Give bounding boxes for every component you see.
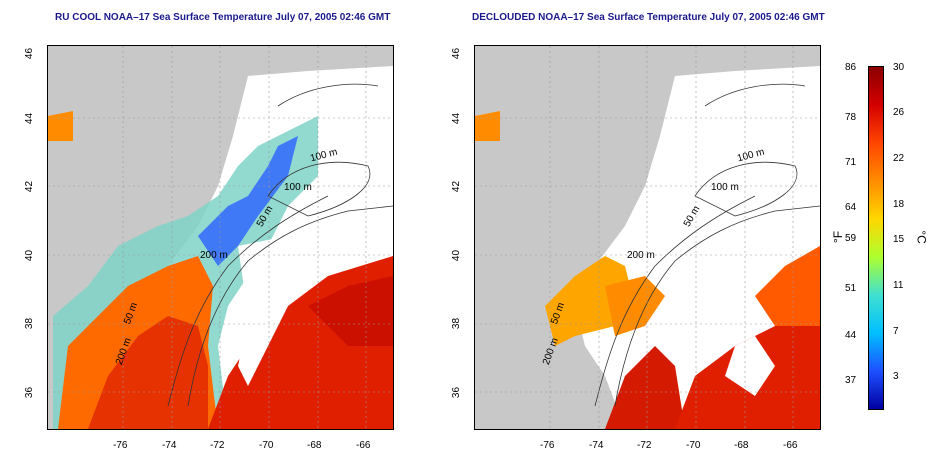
y-tick: 44 — [24, 112, 36, 125]
fahrenheit-tick: 44 — [845, 330, 857, 341]
celsius-tick: 3 — [893, 371, 899, 382]
y-tick: 38 — [451, 317, 463, 330]
x-tick: -76 — [540, 440, 555, 451]
fahrenheit-tick: 51 — [845, 283, 857, 294]
x-tick: -70 — [686, 440, 701, 451]
celsius-unit: °C — [914, 230, 929, 244]
celsius-tick: 30 — [893, 62, 905, 73]
y-tick: 40 — [24, 249, 36, 262]
left-map-graphic — [48, 46, 393, 429]
contour-label: 100 m — [711, 182, 739, 193]
celsius-tick: 22 — [893, 153, 905, 164]
contour-label: 200 m — [627, 250, 655, 261]
x-tick: -66 — [356, 440, 371, 451]
contour-label: 100 m — [284, 182, 312, 193]
fahrenheit-unit: °F — [831, 230, 846, 244]
right-map: 100 m 100 m 50 m 200 m 50 m 200 m — [474, 45, 821, 430]
x-tick: -74 — [162, 440, 177, 451]
fahrenheit-tick: 78 — [845, 112, 857, 123]
y-tick: 38 — [24, 317, 36, 330]
left-map: 100 m 100 m 50 m 200 m 50 m 200 m — [47, 45, 394, 430]
y-tick: 46 — [451, 47, 463, 60]
fahrenheit-tick: 64 — [845, 202, 857, 213]
x-tick: -70 — [259, 440, 274, 451]
left-panel-title: RU COOL NOAA–17 Sea Surface Temperature … — [55, 12, 391, 23]
y-tick: 36 — [24, 386, 36, 399]
celsius-tick: 11 — [893, 280, 904, 291]
x-tick: -72 — [210, 440, 225, 451]
x-tick: -66 — [783, 440, 798, 451]
contour-label: 200 m — [200, 250, 228, 261]
fahrenheit-tick: 59 — [845, 233, 857, 244]
x-tick: -76 — [113, 440, 128, 451]
temperature-colorbar — [868, 66, 884, 410]
x-tick: -72 — [637, 440, 652, 451]
right-map-graphic — [475, 46, 820, 429]
celsius-tick: 15 — [893, 234, 905, 245]
x-tick: -68 — [307, 440, 322, 451]
celsius-tick: 26 — [893, 107, 905, 118]
celsius-tick: 18 — [893, 199, 905, 210]
fahrenheit-tick: 37 — [845, 375, 857, 386]
y-tick: 46 — [24, 47, 36, 60]
y-tick: 42 — [451, 180, 463, 193]
right-panel-title: DECLOUDED NOAA–17 Sea Surface Temperatur… — [472, 12, 825, 23]
y-tick: 42 — [24, 180, 36, 193]
fahrenheit-tick: 86 — [845, 62, 857, 73]
y-tick: 40 — [451, 249, 463, 262]
y-tick: 44 — [451, 112, 463, 125]
fahrenheit-tick: 71 — [845, 157, 857, 168]
x-tick: -74 — [589, 440, 604, 451]
x-tick: -68 — [734, 440, 749, 451]
y-tick: 36 — [451, 386, 463, 399]
celsius-tick: 7 — [893, 326, 899, 337]
